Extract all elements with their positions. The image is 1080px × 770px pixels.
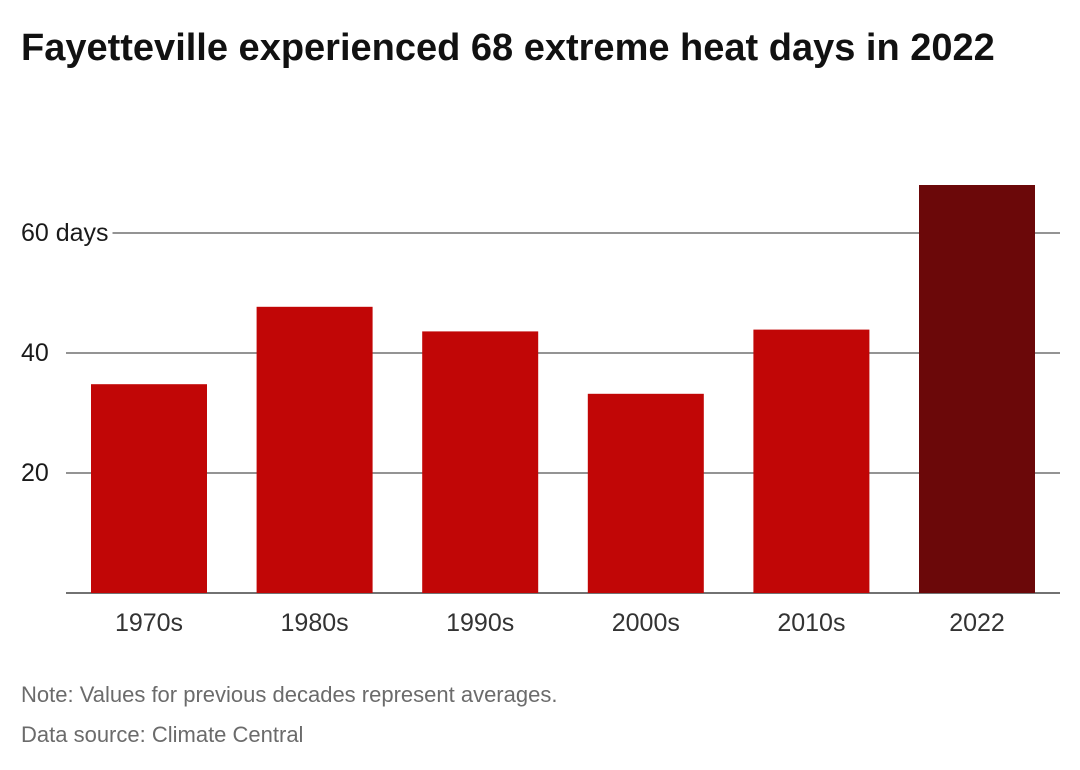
- chart-title: Fayetteville experienced 68 extreme heat…: [21, 27, 995, 69]
- gridlines: [66, 232, 1060, 594]
- y-tick-label: 20: [21, 459, 49, 487]
- x-tick-label: 1970s: [115, 609, 183, 637]
- x-tick-label: 1980s: [281, 609, 349, 637]
- bar-1970s: [91, 384, 207, 593]
- chart-note: Note: Values for previous decades repres…: [21, 682, 558, 707]
- bars: [91, 185, 1035, 593]
- y-tick-label: 40: [21, 339, 49, 367]
- bar-1980s: [256, 306, 373, 593]
- x-tick-label: 2010s: [777, 609, 845, 637]
- bar-2010s: [753, 329, 870, 593]
- data-source: Data source: Climate Central: [21, 722, 304, 747]
- bar-1990s: [422, 331, 539, 593]
- bar-chart: 20 40 60 days 1970s 1980s 1990s 2000s 2010s 2022: [21, 185, 1060, 637]
- y-tick-label: 60 days: [21, 219, 109, 247]
- labels: 20 40 60 days 1970s 1980s 1990s 2000s 2010s 2022: [21, 219, 1005, 637]
- x-tick-label: 2000s: [612, 609, 680, 637]
- bar-2022: [919, 185, 1035, 593]
- x-tick-label: 2022: [949, 609, 1005, 637]
- x-tick-label: 1990s: [446, 609, 514, 637]
- bar-2000s: [587, 393, 704, 593]
